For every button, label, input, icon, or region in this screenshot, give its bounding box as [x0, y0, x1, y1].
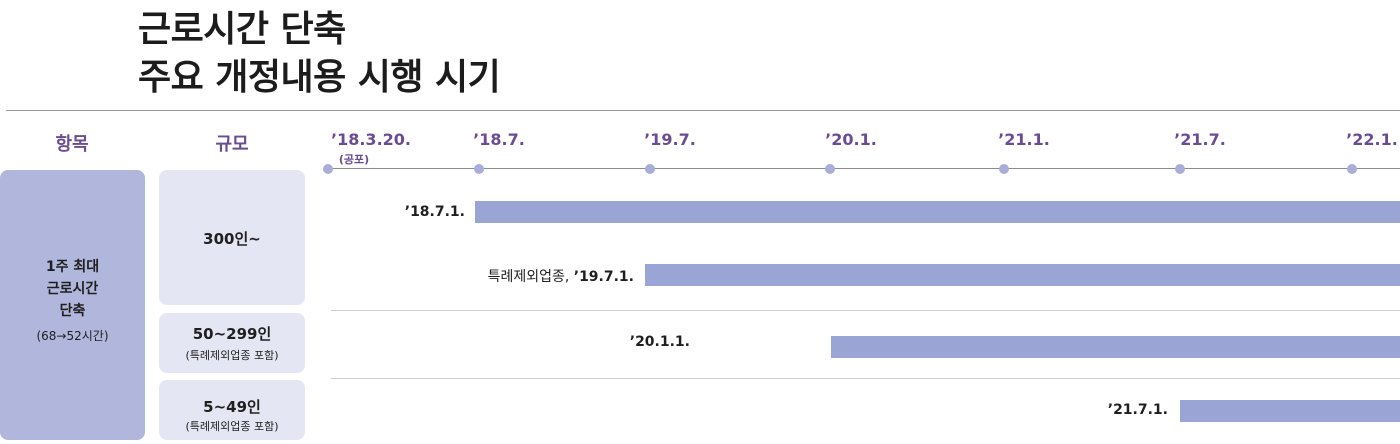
item-box: 1주 최대 근로시간 단축 (68→52시간): [0, 170, 145, 440]
bar-label-1-text: ’18.7.1.: [404, 204, 465, 220]
bar-label-4-text: ’21.7.1.: [1107, 402, 1168, 418]
timeline-dot-3: [645, 164, 655, 174]
scale-sub-5-49: (특례제외업종 포함): [185, 420, 279, 433]
item-sub: (68→52시간): [36, 329, 109, 343]
row-separator-1: [331, 310, 1400, 311]
scale-box-5-49: 5~49인 (특례제외업종 포함): [159, 380, 305, 440]
title-line-1: 근로시간 단축: [138, 9, 346, 50]
scale-sub-50-299: (특례제외업종 포함): [185, 349, 279, 362]
scale-label-50-299: 50~299인: [192, 325, 272, 343]
scale-label-5-49: 5~49인: [203, 398, 261, 416]
timeline-label-3: ’19.7.: [644, 130, 696, 149]
timeline-dot-4: [825, 164, 835, 174]
item-line-1: 1주 최대: [45, 259, 100, 275]
bar-label-2-prefix: 특례제외업종,: [487, 269, 574, 285]
timeline-label-4: ’20.1.: [825, 130, 877, 149]
timeline-label-2: ’18.7.: [473, 130, 525, 149]
bar-label-2-text: ’19.7.1.: [573, 269, 634, 285]
item-line-3: 단축: [59, 303, 86, 319]
header-divider: [6, 110, 1400, 111]
timeline-dot-2: [474, 164, 484, 174]
bar-label-3: ’20.1.1.: [630, 334, 690, 350]
timeline-axis: [328, 168, 1400, 169]
bar-300-special: [645, 264, 1400, 286]
timeline-dot-7: [1347, 164, 1357, 174]
scale-box-300: 300인~: [159, 170, 305, 305]
bar-5-49: [1180, 400, 1400, 422]
column-header-item: 항목: [55, 134, 89, 155]
timeline-sublabel-1: (공포): [338, 153, 370, 166]
column-header-scale: 규모: [215, 134, 249, 155]
timeline-dot-6: [1175, 164, 1185, 174]
bar-label-2: 특례제외업종, ’19.7.1.: [488, 266, 634, 286]
bar-300-general: [475, 201, 1400, 223]
bar-label-3-text: ’20.1.1.: [629, 334, 690, 350]
row-separator-2: [331, 378, 1400, 379]
timeline-label-1: ’18.3.20.: [331, 130, 411, 149]
timeline-dot-1: [323, 164, 333, 174]
bar-label-1: ’18.7.1.: [405, 204, 465, 220]
title-line-2: 주요 개정내용 시행 시기: [138, 57, 501, 98]
timeline-label-6: ’21.7.: [1174, 130, 1226, 149]
item-line-2: 근로시간: [46, 281, 99, 297]
timeline-label-5: ’21.1.: [998, 130, 1050, 149]
bar-50-299: [831, 336, 1400, 358]
scale-label-300: 300인~: [203, 230, 261, 248]
bar-label-4: ’21.7.1.: [1108, 402, 1168, 418]
scale-box-50-299: 50~299인 (특례제외업종 포함): [159, 313, 305, 373]
timeline-label-7: ’22.1.: [1346, 130, 1398, 149]
timeline-dot-5: [999, 164, 1009, 174]
